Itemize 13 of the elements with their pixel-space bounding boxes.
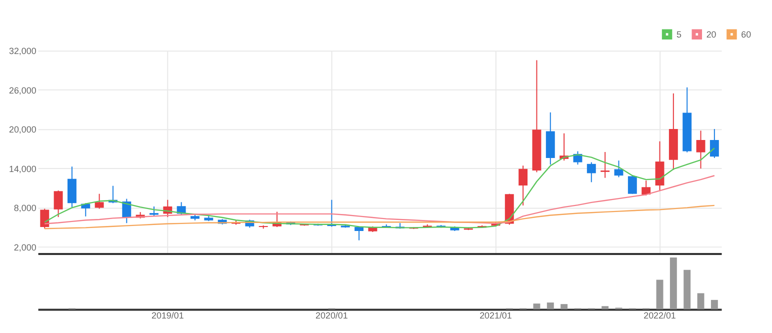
legend-label: 5: [676, 29, 682, 40]
x-tick-label: 2019/01: [152, 310, 184, 321]
legend-label: 20: [706, 29, 716, 40]
y-tick-label: 20,000: [8, 124, 36, 135]
y-tick-label: 14,000: [8, 164, 36, 174]
y-tick-label: 32,000: [8, 46, 36, 56]
y-tick-label: 26,000: [8, 85, 36, 96]
x-tick-label: 2021/01: [480, 310, 512, 321]
y-tick-label: 8,000: [14, 203, 36, 214]
legend-label: 60: [741, 29, 752, 40]
x-tick-label: 2020/01: [316, 310, 348, 321]
y-tick-label: 2,000: [14, 242, 36, 252]
x-tick-label: 2022/01: [644, 310, 676, 321]
